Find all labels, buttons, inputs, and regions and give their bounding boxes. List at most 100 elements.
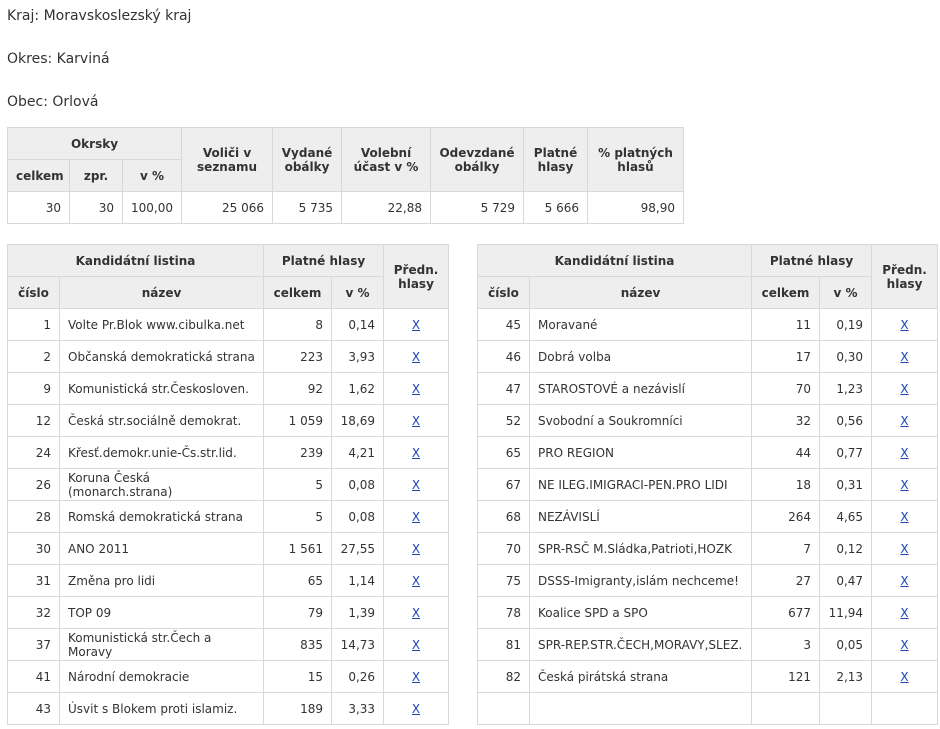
preferential-votes-link[interactable]: X xyxy=(900,349,909,364)
party-votes: 7 xyxy=(751,532,821,565)
party-number: 68 xyxy=(477,500,530,533)
preferential-votes-link[interactable]: X xyxy=(411,605,421,620)
preferential-votes-link[interactable]: X xyxy=(411,541,421,556)
preferential-votes-link[interactable]: X xyxy=(411,381,421,396)
party-votes: 189 xyxy=(263,692,333,725)
party-percent: 27,55 xyxy=(331,532,385,565)
party-name: Občanská demokratická strana xyxy=(58,340,265,373)
party-percent: 0,56 xyxy=(819,404,873,437)
preferential-votes-link[interactable]: X xyxy=(411,317,421,332)
preferential-votes-link[interactable]: X xyxy=(900,477,909,492)
party-row: 47 STAROSTOVÉ a nezávislí 70 1,23 X xyxy=(477,372,939,405)
preferential-votes-link[interactable]: X xyxy=(411,477,421,492)
header-v-pct: v % xyxy=(819,276,873,309)
preferential-votes-link[interactable]: X xyxy=(411,413,421,428)
party-votes: 8 xyxy=(263,308,333,341)
party-number: 75 xyxy=(477,564,530,597)
party-row: 81 SPR-REP.STR.ČECH,MORAVY,SLEZ. 3 0,05 X xyxy=(477,628,939,661)
header-platne-hlasy: Platné hlasy xyxy=(263,244,385,277)
preferential-votes-link[interactable]: X xyxy=(900,669,909,684)
preferential-votes-link[interactable]: X xyxy=(411,349,421,364)
party-row: 68 NEZÁVISLÍ 264 4,65 X xyxy=(477,500,939,533)
preferential-votes-link[interactable]: X xyxy=(900,573,909,588)
party-name: Česká str.sociálně demokrat. xyxy=(58,404,265,437)
party-percent: 3,33 xyxy=(331,692,385,725)
party-name: ANO 2011 xyxy=(58,532,265,565)
party-row: 28 Romská demokratická strana 5 0,08 X xyxy=(7,500,450,533)
party-number: 24 xyxy=(7,436,60,469)
preferential-votes-link[interactable]: X xyxy=(411,669,421,684)
party-percent: 0,05 xyxy=(819,628,873,661)
summary-value: 22,88 xyxy=(341,191,432,224)
party-name: Koalice SPD a SPO xyxy=(528,596,753,629)
party-votes: 79 xyxy=(263,596,333,629)
preferential-votes-link[interactable]: X xyxy=(411,637,421,652)
header-nazev: název xyxy=(58,276,265,309)
preferential-votes-link[interactable]: X xyxy=(900,445,909,460)
party-row: 78 Koalice SPD a SPO 677 11,94 X xyxy=(477,596,939,629)
party-votes: 223 xyxy=(263,340,333,373)
party-votes: 15 xyxy=(263,660,333,693)
party-percent: 11,94 xyxy=(819,596,873,629)
header-kandidatni-listina: Kandidátní listina xyxy=(476,244,753,277)
header-celkem: celkem xyxy=(7,159,70,192)
party-percent: 0,31 xyxy=(819,468,873,501)
header-zpr: zpr. xyxy=(69,159,123,192)
summary-value: 30 xyxy=(69,191,123,224)
party-name: Moravané xyxy=(528,308,753,341)
header-cislo: číslo xyxy=(477,276,530,309)
parties-table-right: Kandidátní listina Platné hlasy Předn. hla… xyxy=(476,244,939,725)
party-name: NE ILEG.IMIGRACI-PEN.PRO LIDI xyxy=(528,468,753,501)
party-name: Změna pro lidi xyxy=(58,564,265,597)
party-row: 46 Dobrá volba 17 0,30 X xyxy=(477,340,939,373)
party-row: 2 Občanská demokratická strana 223 3,93 X xyxy=(7,340,450,373)
header-okrsky: Okrsky xyxy=(6,127,183,160)
preferential-votes-link[interactable]: X xyxy=(411,573,421,588)
party-percent: 0,14 xyxy=(331,308,385,341)
preferential-votes-link[interactable]: X xyxy=(900,381,909,396)
party-row: 65 PRO REGION 44 0,77 X xyxy=(477,436,939,469)
preferential-votes-link[interactable]: X xyxy=(411,445,421,460)
party-name: Komunistická str.Čech a Moravy xyxy=(58,628,265,661)
parties-table-left: Kandidátní listina Platné hlasy Předn. hla… xyxy=(6,244,450,725)
header-celkem: celkem xyxy=(263,276,333,309)
party-percent: 18,69 xyxy=(331,404,385,437)
party-name: SPR-REP.STR.ČECH,MORAVY,SLEZ. xyxy=(528,628,753,661)
preferential-votes-link[interactable]: X xyxy=(900,413,909,428)
party-name: SPR-RSČ M.Sládka,Patrioti,HOZK xyxy=(528,532,753,565)
summary-table: Okrsky Voliči v seznamu Vydané obálky Vo… xyxy=(6,127,685,224)
party-name: Česká pirátská strana xyxy=(528,660,753,693)
party-number: 47 xyxy=(477,372,530,405)
party-votes: 835 xyxy=(263,628,333,661)
preferential-votes-link[interactable]: X xyxy=(900,541,909,556)
party-percent: 0,47 xyxy=(819,564,873,597)
party-name: DSSS-Imigranty,islám nechceme! xyxy=(528,564,753,597)
party-votes: 5 xyxy=(263,468,333,501)
preferential-votes-link[interactable]: X xyxy=(900,605,909,620)
party-name: Koruna Česká (monarch.strana) xyxy=(58,468,265,501)
party-percent: 1,23 xyxy=(819,372,873,405)
party-name: Dobrá volba xyxy=(528,340,753,373)
party-name: Křesť.demokr.unie-Čs.str.lid. xyxy=(58,436,265,469)
party-row: 24 Křesť.demokr.unie-Čs.str.lid. 239 4,21 X xyxy=(7,436,450,469)
preferential-votes-link[interactable]: X xyxy=(900,317,909,332)
preferential-votes-link[interactable]: X xyxy=(900,637,909,652)
preferential-votes-link[interactable]: X xyxy=(411,509,421,524)
empty-row xyxy=(477,692,939,725)
summary-value: 5 666 xyxy=(523,191,589,224)
summary-row: 30 30 100,00 25 066 5 735 22,88 5 729 5 666 98,9… xyxy=(7,191,685,224)
header-platne: Platné hlasy xyxy=(523,127,589,192)
party-percent: 1,62 xyxy=(331,372,385,405)
party-votes: 18 xyxy=(751,468,821,501)
party-number: 9 xyxy=(7,372,60,405)
preferential-votes-link[interactable]: X xyxy=(900,509,909,524)
preferential-votes-link[interactable]: X xyxy=(411,701,421,716)
party-number: 81 xyxy=(477,628,530,661)
party-name: STAROSTOVÉ a nezávislí xyxy=(528,372,753,405)
party-percent: 4,21 xyxy=(331,436,385,469)
summary-value: 5 735 xyxy=(272,191,343,224)
party-number: 67 xyxy=(477,468,530,501)
party-number: 32 xyxy=(7,596,60,629)
header-nazev: název xyxy=(528,276,753,309)
party-name: PRO REGION xyxy=(528,436,753,469)
